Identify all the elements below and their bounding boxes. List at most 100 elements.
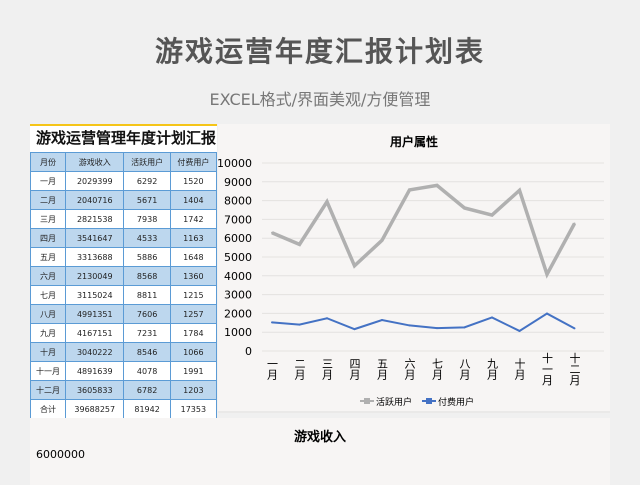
table-cell: 6292 <box>123 171 171 191</box>
table-cell: 3115024 <box>65 285 125 305</box>
table-row: 十一月 4891639 4078 1991 <box>29 361 218 381</box>
table-cell: 3313688 <box>65 247 125 267</box>
table-cell: 7231 <box>123 323 171 343</box>
table-cell: 39688257 <box>65 399 125 419</box>
table-cell: 5886 <box>123 247 171 267</box>
table-row: 八月 4991351 7606 1257 <box>29 304 218 324</box>
x-tick-label: 十月 <box>513 357 526 380</box>
table-cell: 1742 <box>169 209 218 229</box>
table-cell: 4167151 <box>65 323 125 343</box>
data-point <box>573 222 576 225</box>
table-row: 十月 3040222 8546 1066 <box>29 342 218 362</box>
table-cell: 8811 <box>123 285 171 305</box>
y-tick-label: 9000 <box>224 176 252 189</box>
table-cell: 六月 <box>29 266 67 286</box>
table-header: 月份 游戏收入 活跃用户 付费用户 <box>29 152 218 172</box>
y-tick-label: 4000 <box>224 270 252 283</box>
table-cell: 5671 <box>123 190 171 210</box>
data-point <box>573 327 576 330</box>
user-chart: 用户属性 0 1000 2000 3000 4000 5000 6000 7000 8000 900… <box>217 124 610 413</box>
table-cell: 3040222 <box>65 342 125 362</box>
data-point <box>463 326 466 329</box>
table-cell: 4533 <box>123 228 171 248</box>
table-row: 九月 4167151 7231 1784 <box>29 323 218 343</box>
data-point <box>326 317 328 320</box>
y-tick-label: 0 <box>245 345 252 358</box>
table-cell: 8568 <box>123 266 171 286</box>
table-row: 合计 39688257 81942 17353 <box>29 399 218 419</box>
data-point <box>271 231 273 234</box>
y-tick-label: 7000 <box>224 213 252 226</box>
table-cell: 7606 <box>123 304 171 324</box>
table-cell: 1066 <box>169 342 218 362</box>
data-point <box>381 239 383 242</box>
table-title: 游戏运营管理年度计划汇报 <box>30 124 217 152</box>
data-point <box>353 264 356 267</box>
column-header: 活跃用户 <box>123 152 171 172</box>
table-cell: 1784 <box>169 323 218 343</box>
table-cell: 四月 <box>29 228 67 248</box>
table-cell: 九月 <box>29 323 67 343</box>
data-point <box>408 324 411 327</box>
table-cell: 八月 <box>29 304 67 324</box>
x-tick-label: 二月 <box>293 358 306 380</box>
table-row: 三月 2821538 7938 1742 <box>29 209 218 229</box>
table-cell: 8546 <box>123 342 171 362</box>
data-table: 游戏运营管理年度计划汇报 月份 游戏收入 活跃用户 付费用户 一月 2029399 6292… <box>29 124 218 419</box>
table-cell: 3605833 <box>65 380 125 400</box>
table-cell: 1360 <box>169 266 218 286</box>
column-header: 付费用户 <box>169 152 218 172</box>
y-tick-label: 1000 <box>224 326 252 339</box>
revenue-chart: 游戏收入 6000000 <box>30 418 610 485</box>
data-point <box>298 243 301 246</box>
table-cell: 2821538 <box>65 209 125 229</box>
table-cell: 1520 <box>169 171 218 191</box>
table-cell: 7938 <box>123 209 171 229</box>
table-cell: 1163 <box>169 228 218 248</box>
data-point <box>463 207 466 210</box>
legend-label: 活跃用户 <box>376 396 412 408</box>
x-tick-label: 四月 <box>348 358 361 380</box>
table-cell: 1404 <box>169 190 218 210</box>
data-point <box>436 184 438 187</box>
x-tick-label: 十二月 <box>568 351 581 385</box>
legend-marker <box>364 398 370 404</box>
table-row: 五月 3313688 5886 1648 <box>29 247 218 267</box>
series-line-0 <box>271 183 577 279</box>
y-tick-label: 3000 <box>224 289 252 302</box>
y-tick-label: 6000 <box>224 232 252 245</box>
data-point <box>353 328 356 331</box>
table-cell: 4991351 <box>65 304 125 324</box>
series-line-1 <box>271 312 575 333</box>
table-cell: 2029399 <box>65 171 125 191</box>
data-point <box>298 323 301 326</box>
table-cell: 1215 <box>169 285 218 305</box>
table-row: 十二月 3605833 6782 1203 <box>29 380 218 400</box>
x-tick-label: 三月 <box>321 358 334 380</box>
data-point <box>271 321 273 324</box>
column-header: 游戏收入 <box>65 152 125 172</box>
table-cell: 4891639 <box>65 361 125 381</box>
table-cell: 二月 <box>29 190 67 210</box>
data-point <box>408 188 411 191</box>
data-point <box>518 329 521 332</box>
table-row: 四月 3541647 4533 1163 <box>29 228 218 248</box>
table-cell: 6782 <box>123 380 171 400</box>
y-tick-label: 10000 <box>218 157 252 170</box>
data-point <box>381 319 383 322</box>
table-cell: 合计 <box>29 399 67 419</box>
x-tick-label: 一月 <box>266 358 279 380</box>
table-cell: 3541647 <box>65 228 125 248</box>
table-cell: 1203 <box>169 380 218 400</box>
table-cell: 一月 <box>29 171 67 191</box>
x-tick-label: 九月 <box>486 358 499 380</box>
y-tick: 6000000 <box>36 448 85 461</box>
data-point <box>546 273 548 276</box>
x-tick-label: 七月 <box>431 358 444 380</box>
data-point <box>518 189 521 192</box>
chart-title: 用户属性 <box>389 134 438 149</box>
data-point <box>546 312 548 315</box>
y-tick-label: 5000 <box>224 251 252 264</box>
table-row: 二月 2040716 5671 1404 <box>29 190 218 210</box>
table-cell: 17353 <box>169 399 218 419</box>
